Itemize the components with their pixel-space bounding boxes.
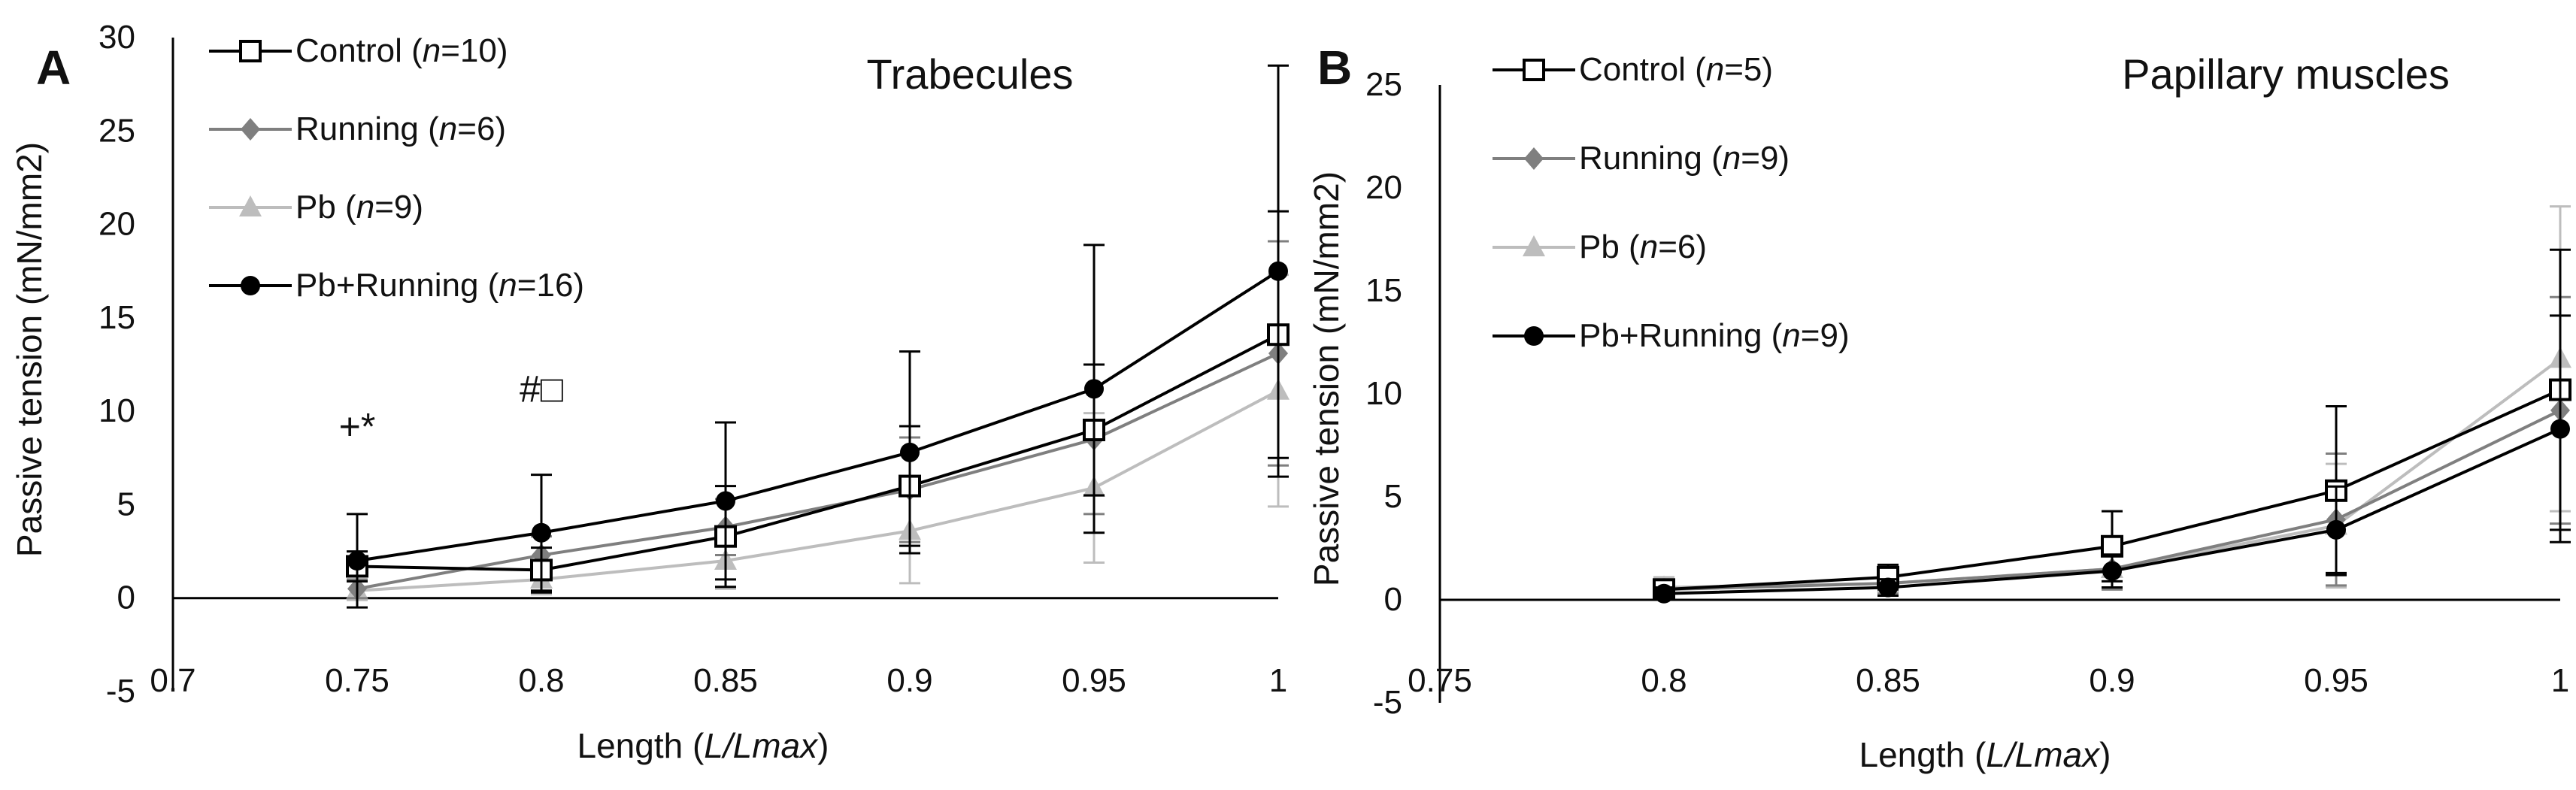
legend: Control (n=5) Running (n=9) Pb (n=6) Pb+Run… — [1493, 51, 1850, 354]
data-point-pbrunning — [347, 551, 367, 571]
series-line-pbrunning — [356, 270, 1280, 562]
y-tick-label: 20 — [98, 206, 135, 243]
x-tick-label: 0.8 — [1641, 662, 1687, 699]
x-tick-label: 0.7 — [150, 662, 195, 699]
significance-annotation: #□ — [520, 368, 564, 410]
y-tick-label: 30 — [98, 19, 135, 56]
legend-label-control: Control (n=5) — [1579, 51, 1773, 88]
data-point-pbrunning — [1268, 261, 1288, 281]
data-point-pbrunning — [2550, 419, 2570, 439]
data-point-pbrunning — [2102, 561, 2122, 581]
y-tick-label: 5 — [1384, 478, 1402, 515]
x-tick-label: 0.9 — [886, 662, 932, 699]
x-tick-label: 0.95 — [1062, 662, 1126, 699]
legend-label-pb: Pb (n=9) — [295, 189, 423, 225]
y-tick-label: 10 — [98, 392, 135, 429]
y-tick-label: 5 — [117, 486, 135, 522]
series-pbrunning — [1653, 314, 2571, 604]
data-point-pbrunning — [2326, 519, 2346, 540]
legend-marker-pbrunning — [241, 276, 260, 295]
legend-marker-pb — [1523, 235, 1545, 256]
chart-title: Trabecules — [867, 50, 1074, 98]
y-tick-label: 15 — [98, 299, 135, 336]
x-tick-label: 0.95 — [2304, 662, 2368, 699]
series-control — [1653, 248, 2571, 601]
series-pb — [346, 274, 1290, 601]
x-tick-label: 1 — [2551, 662, 2569, 699]
y-tick-label: -5 — [1373, 684, 1402, 721]
legend-marker-pb — [239, 195, 262, 216]
x-axis-label: Length (L/Lmax) — [1859, 735, 2111, 774]
y-tick-label: 0 — [117, 580, 135, 616]
y-tick-label: 0 — [1384, 581, 1402, 618]
legend: Control (n=10) Running (n=6) Pb (n=9) Pb+Ru… — [209, 32, 584, 304]
x-axis-label: Length (L/Lmax) — [577, 726, 829, 765]
data-point-pbrunning — [1654, 583, 1674, 604]
legend-marker-control — [239, 40, 262, 62]
data-point-pbrunning — [1878, 577, 1898, 598]
legend-marker-running — [1524, 147, 1544, 170]
significance-annotation: +* — [339, 405, 376, 447]
x-tick-label: 0.9 — [2089, 662, 2135, 699]
x-tick-label: 0.85 — [1856, 662, 1920, 699]
y-axis-label: Passive tension (mN/mm2) — [1307, 171, 1346, 586]
data-point-pbrunning — [532, 522, 551, 543]
legend-label-control: Control (n=10) — [295, 32, 508, 69]
series-pbrunning — [347, 64, 1289, 609]
series-line-control — [356, 333, 1279, 572]
panel-b-papillary-muscles: -5 0 5 10 15 20 25 0.75 0.8 0.85 0.9 0.95 1 Length (L… — [1307, 41, 2571, 774]
legend-marker-pbrunning — [1524, 326, 1544, 346]
legend-label-running: Running (n=9) — [1579, 140, 1790, 177]
series-line-pb — [356, 389, 1279, 592]
y-tick-label: 20 — [1365, 169, 1402, 206]
y-tick-label: 15 — [1365, 272, 1402, 309]
y-tick-label: 25 — [1365, 66, 1402, 103]
panel-label: A — [36, 41, 71, 95]
legend-label-running: Running (n=6) — [295, 110, 506, 147]
panel-label: B — [1317, 41, 1352, 95]
x-tick-label: 0.85 — [693, 662, 758, 699]
y-tick-label: -5 — [106, 673, 135, 710]
series-line-running — [356, 352, 1279, 591]
legend-label-pbrunning: Pb+Running (n=16) — [295, 267, 584, 304]
y-tick-label: 10 — [1365, 375, 1402, 412]
data-point-pbrunning — [900, 442, 920, 462]
y-axis-label: Passive tension (mN/mm2) — [10, 142, 49, 557]
data-point-pbrunning — [1084, 379, 1104, 399]
data-point-pbrunning — [716, 491, 735, 511]
legend-marker-running — [241, 118, 260, 141]
legend-marker-control — [1523, 59, 1545, 81]
x-tick-label: 1 — [1269, 662, 1287, 699]
panel-a-trabecules: -5 0 5 10 15 20 25 30 0.7 0.75 0.8 0.85 0.9 0.95 1 Leng… — [10, 19, 1290, 765]
x-tick-label: 0.75 — [325, 662, 389, 699]
x-tick-label: 0.75 — [1408, 662, 1472, 699]
chart-title: Papillary muscles — [2122, 50, 2450, 98]
legend-label-pbrunning: Pb+Running (n=9) — [1579, 317, 1850, 354]
data-point-control — [2101, 534, 2123, 558]
legend-label-pb: Pb (n=6) — [1579, 229, 1707, 265]
y-tick-label: 25 — [98, 112, 135, 149]
x-tick-label: 0.8 — [518, 662, 564, 699]
